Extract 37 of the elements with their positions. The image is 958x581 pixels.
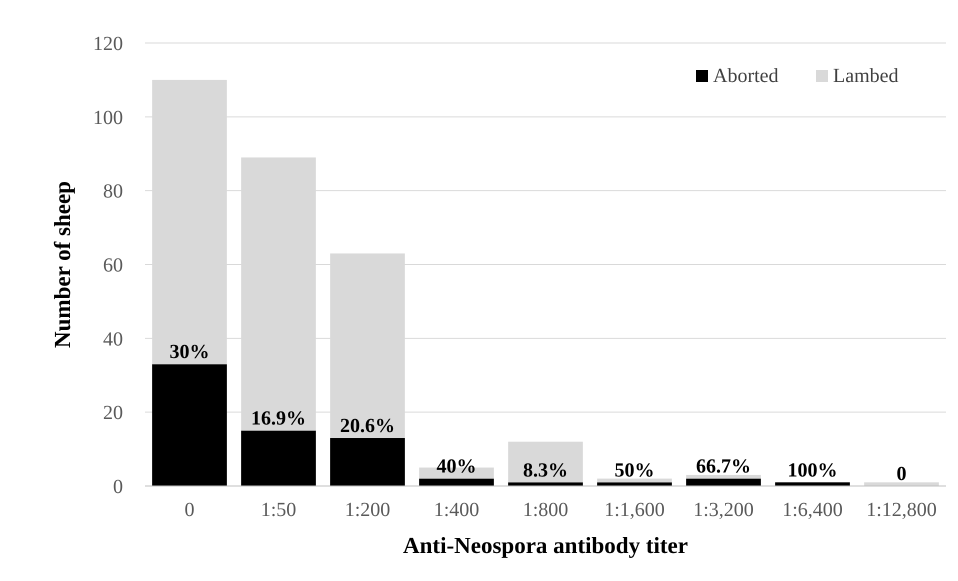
y-tick-label: 20: [103, 402, 123, 424]
bar: [508, 442, 583, 482]
legend-label: Aborted: [713, 65, 779, 87]
x-tick-label: 1:6,400: [782, 499, 843, 521]
annotation: 16.9%: [251, 408, 306, 430]
y-tick-label: 40: [103, 328, 123, 350]
annotation: 66.7%: [696, 456, 751, 478]
bar: [686, 478, 761, 486]
bar: [330, 438, 405, 486]
annotation: 8.3%: [523, 459, 568, 482]
x-tick-label: 1:200: [344, 499, 390, 521]
y-tick-label: 80: [103, 180, 123, 203]
annotation: 30%: [170, 341, 210, 364]
y-tick-label: 120: [93, 33, 123, 55]
y-tick-label: 100: [93, 106, 123, 129]
annotation: 100%: [788, 459, 838, 482]
bar: [597, 478, 672, 482]
x-axis-title: Anti-Neospora antibody titer: [403, 533, 688, 558]
x-tick-label: 1:3,200: [693, 499, 754, 521]
annotation: 20.6%: [340, 415, 395, 438]
bar: [686, 474, 761, 479]
y-axis-title: Number of sheep: [50, 181, 75, 348]
x-tick-label: 1:800: [522, 499, 568, 521]
annotation: 0: [896, 463, 906, 485]
annotation: 50%: [614, 459, 654, 482]
x-tick-label: 0: [184, 499, 194, 521]
legend-label: Lambed: [833, 65, 899, 87]
x-tick-label: 1:400: [434, 499, 480, 521]
y-tick-label: 0: [113, 476, 123, 498]
y-tick-label: 60: [103, 254, 123, 276]
annotation: 40%: [436, 456, 476, 478]
bar: [419, 478, 494, 486]
x-tick-label: 1:12,800: [866, 499, 937, 521]
x-tick-label: 1:1,600: [604, 499, 665, 521]
bar: [241, 430, 316, 486]
bar: [152, 364, 227, 486]
x-tick-label: 1:50: [260, 499, 296, 521]
